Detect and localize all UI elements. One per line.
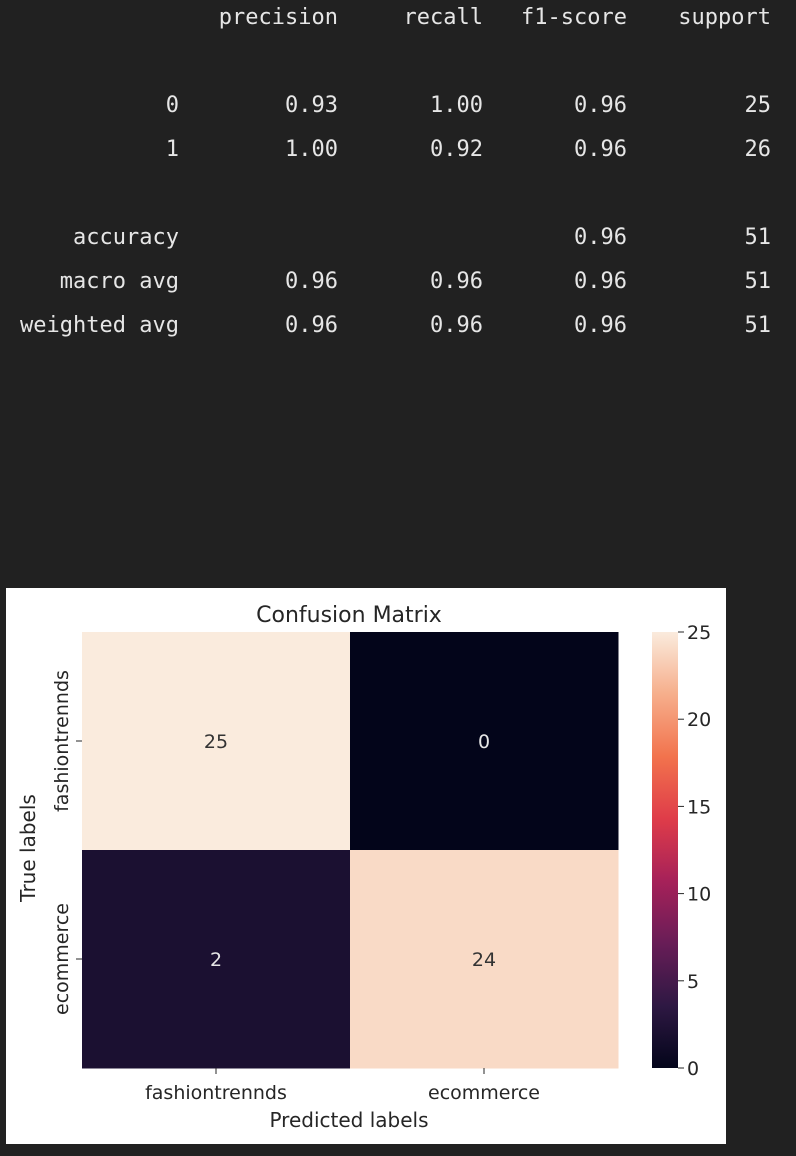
colorbar-tick-label: 10 [687, 884, 711, 906]
f1-value: 0.96 [574, 269, 627, 294]
header-precision: precision [218, 5, 338, 30]
colorbar-tick-label: 15 [687, 796, 711, 818]
precision-value: 0.96 [285, 269, 338, 294]
support-value: 25 [744, 93, 772, 118]
recall-value: 0.92 [430, 137, 483, 162]
row-label: accuracy [73, 225, 179, 250]
colorbar-tick-label: 25 [687, 622, 711, 644]
recall-value: 1.00 [430, 93, 483, 118]
x-axis-label: Predicted labels [269, 1108, 428, 1132]
confusion-matrix-figure: Confusion Matrix 25 0 2 24 fashiontrennds ec… [6, 588, 726, 1144]
row-label: 1 [165, 137, 179, 162]
support-value: 51 [744, 225, 772, 250]
support-value: 51 [744, 313, 772, 338]
f1-value: 0.96 [574, 93, 627, 118]
classification-report: precision recall f1-score support 0 0.93… [0, 0, 796, 360]
y-axis-label: True labels [16, 794, 40, 903]
precision-value: 1.00 [285, 137, 338, 162]
precision-value: 0.96 [285, 313, 338, 338]
chart-title: Confusion Matrix [256, 603, 442, 628]
x-tick-label: fashiontrennds [145, 1082, 287, 1104]
header-support: support [678, 5, 771, 30]
heatmap-cell [350, 850, 619, 1069]
f1-value: 0.96 [574, 137, 627, 162]
precision-value: 0.93 [285, 93, 338, 118]
heatmap-cell [350, 632, 619, 851]
support-value: 51 [744, 269, 772, 294]
cell-value-label: 2 [210, 949, 222, 971]
x-tick-label: ecommerce [428, 1082, 540, 1104]
recall-value: 0.96 [430, 313, 483, 338]
cell-value-label: 24 [472, 949, 496, 971]
colorbar-tick-label: 5 [687, 971, 699, 993]
colorbar-tick-label: 20 [687, 709, 711, 731]
row-label: 0 [165, 93, 179, 118]
heatmap-cell [82, 850, 351, 1069]
row-label: macro avg [59, 269, 179, 294]
cell-value-label: 25 [204, 731, 228, 753]
cell-value-label: 0 [478, 731, 490, 753]
f1-value: 0.96 [574, 313, 627, 338]
header-f1-score: f1-score [521, 5, 627, 30]
colorbar-gradient [652, 632, 678, 1068]
header-recall: recall [403, 5, 483, 30]
colorbar-tick-label: 0 [687, 1058, 699, 1080]
row-label: weighted avg [20, 313, 179, 338]
heatmap-cell [82, 632, 351, 851]
support-value: 26 [744, 137, 772, 162]
y-tick-label: fashiontrennds [51, 670, 73, 812]
f1-value: 0.96 [574, 225, 627, 250]
y-tick-label: ecommerce [51, 903, 73, 1015]
confusion-matrix-chart: Confusion Matrix 25 0 2 24 fashiontrennds ec… [16, 603, 711, 1132]
recall-value: 0.96 [430, 269, 483, 294]
